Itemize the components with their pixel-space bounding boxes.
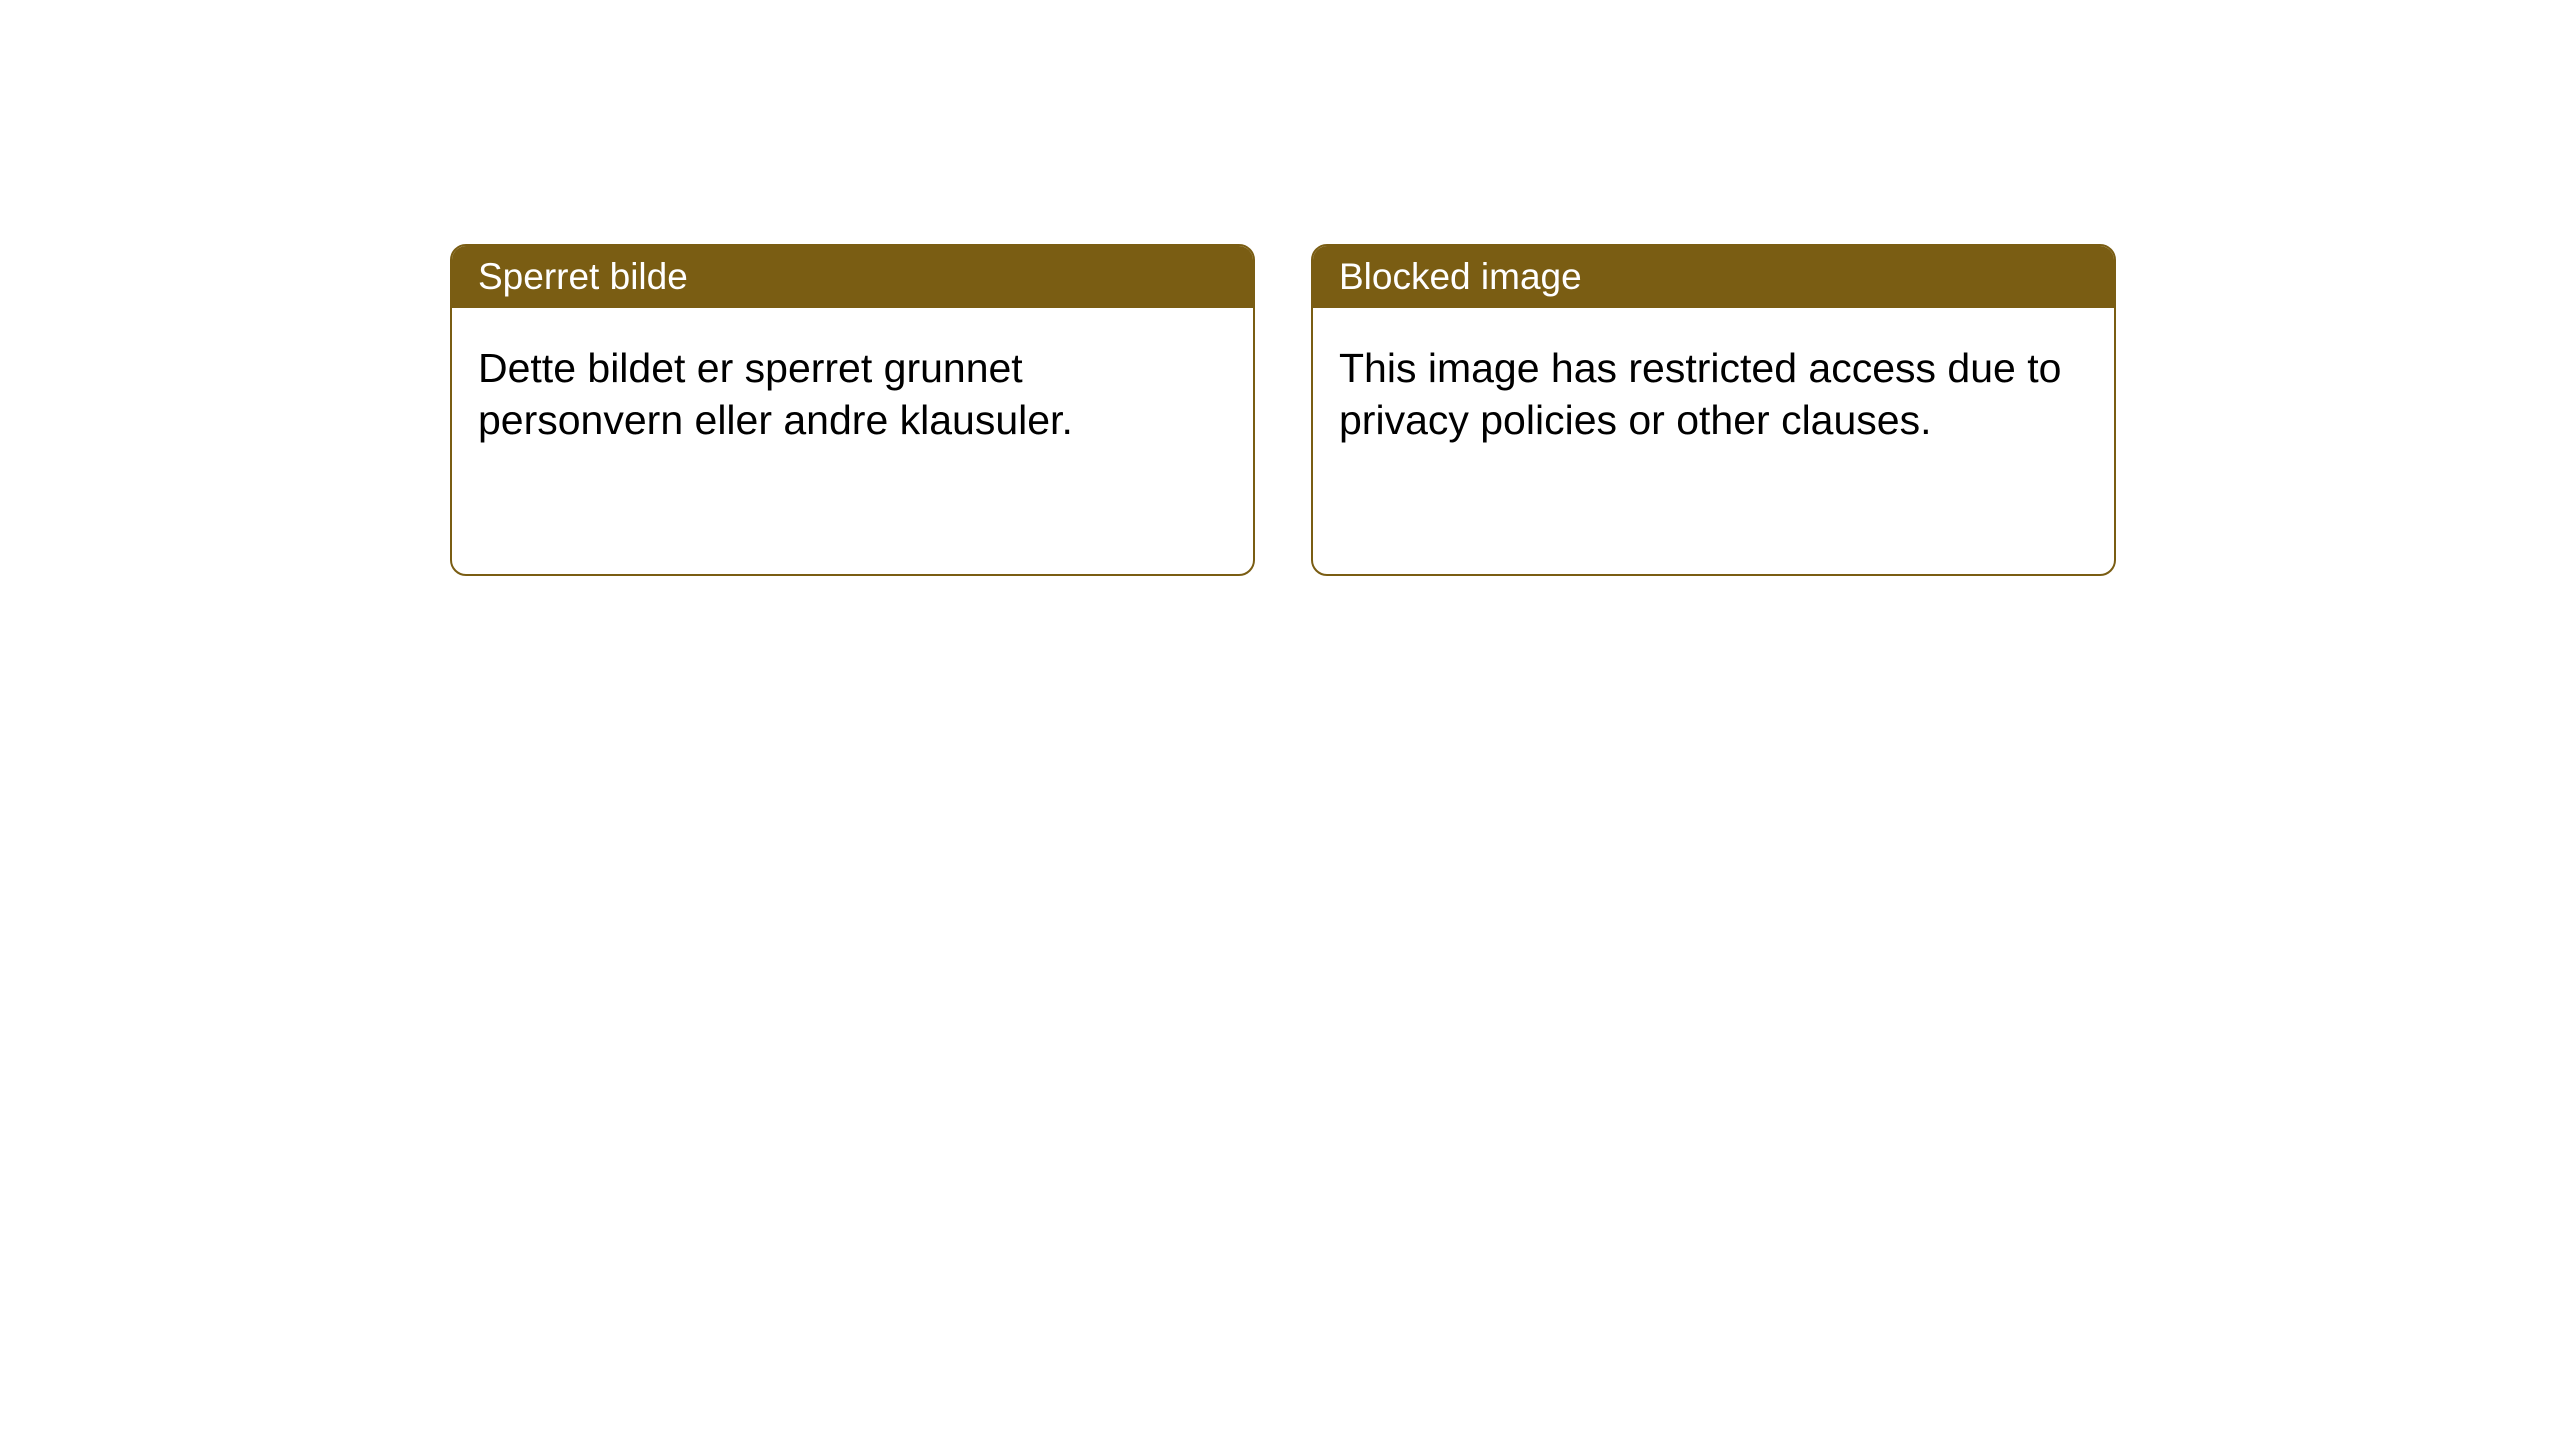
notice-title-english: Blocked image bbox=[1339, 256, 1582, 297]
notice-body-english: This image has restricted access due to … bbox=[1313, 308, 2114, 480]
notice-box-english: Blocked image This image has restricted … bbox=[1311, 244, 2116, 576]
notice-body-norwegian: Dette bildet er sperret grunnet personve… bbox=[452, 308, 1253, 480]
notice-title-norwegian: Sperret bilde bbox=[478, 256, 688, 297]
notice-text-english: This image has restricted access due to … bbox=[1339, 345, 2061, 443]
notice-header-english: Blocked image bbox=[1313, 246, 2114, 308]
notice-header-norwegian: Sperret bilde bbox=[452, 246, 1253, 308]
notice-text-norwegian: Dette bildet er sperret grunnet personve… bbox=[478, 345, 1073, 443]
notice-box-norwegian: Sperret bilde Dette bildet er sperret gr… bbox=[450, 244, 1255, 576]
notice-container: Sperret bilde Dette bildet er sperret gr… bbox=[0, 0, 2560, 576]
